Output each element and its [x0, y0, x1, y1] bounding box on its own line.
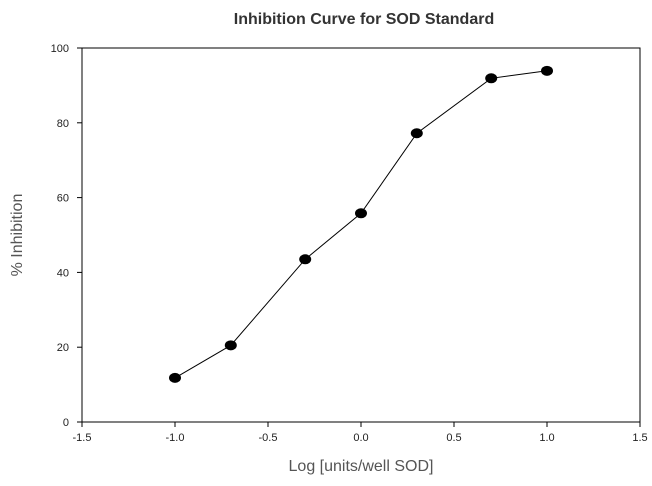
- data-point: [410, 128, 423, 139]
- chart-title: Inhibition Curve for SOD Standard: [234, 11, 494, 28]
- y-tick-label: 0: [63, 417, 69, 429]
- series-layer: [169, 65, 553, 383]
- x-tick-label: -0.5: [259, 432, 278, 444]
- data-point: [355, 208, 367, 219]
- y-tick-label: 20: [57, 342, 69, 354]
- ticks-layer: -1.5 -1.0 -0.5 0.0 0.5 1.0 1.5 0 20 40 60 80 100: [51, 43, 648, 444]
- plot-frame: [81, 47, 641, 423]
- x-axis-label: Log [units/well SOD]: [289, 458, 434, 475]
- x-tick-label: 0.0: [353, 432, 368, 444]
- y-tick-label: 100: [51, 43, 69, 55]
- x-tick-label: 0.5: [446, 432, 461, 444]
- data-point: [224, 340, 237, 351]
- y-axis-label: % Inhibition: [9, 194, 26, 277]
- x-tick-label: 1.5: [632, 432, 647, 444]
- data-point: [299, 254, 312, 265]
- y-tick-label: 80: [57, 118, 69, 130]
- series-line: [174, 70, 548, 379]
- y-tick-label: 40: [57, 267, 69, 279]
- x-tick-label: -1.0: [166, 432, 185, 444]
- x-tick-label: -1.5: [73, 432, 92, 444]
- x-tick-label: 1.0: [539, 432, 554, 444]
- y-tick-label: 60: [57, 193, 69, 205]
- data-point: [169, 372, 181, 383]
- data-point: [541, 65, 553, 76]
- data-point: [485, 73, 498, 84]
